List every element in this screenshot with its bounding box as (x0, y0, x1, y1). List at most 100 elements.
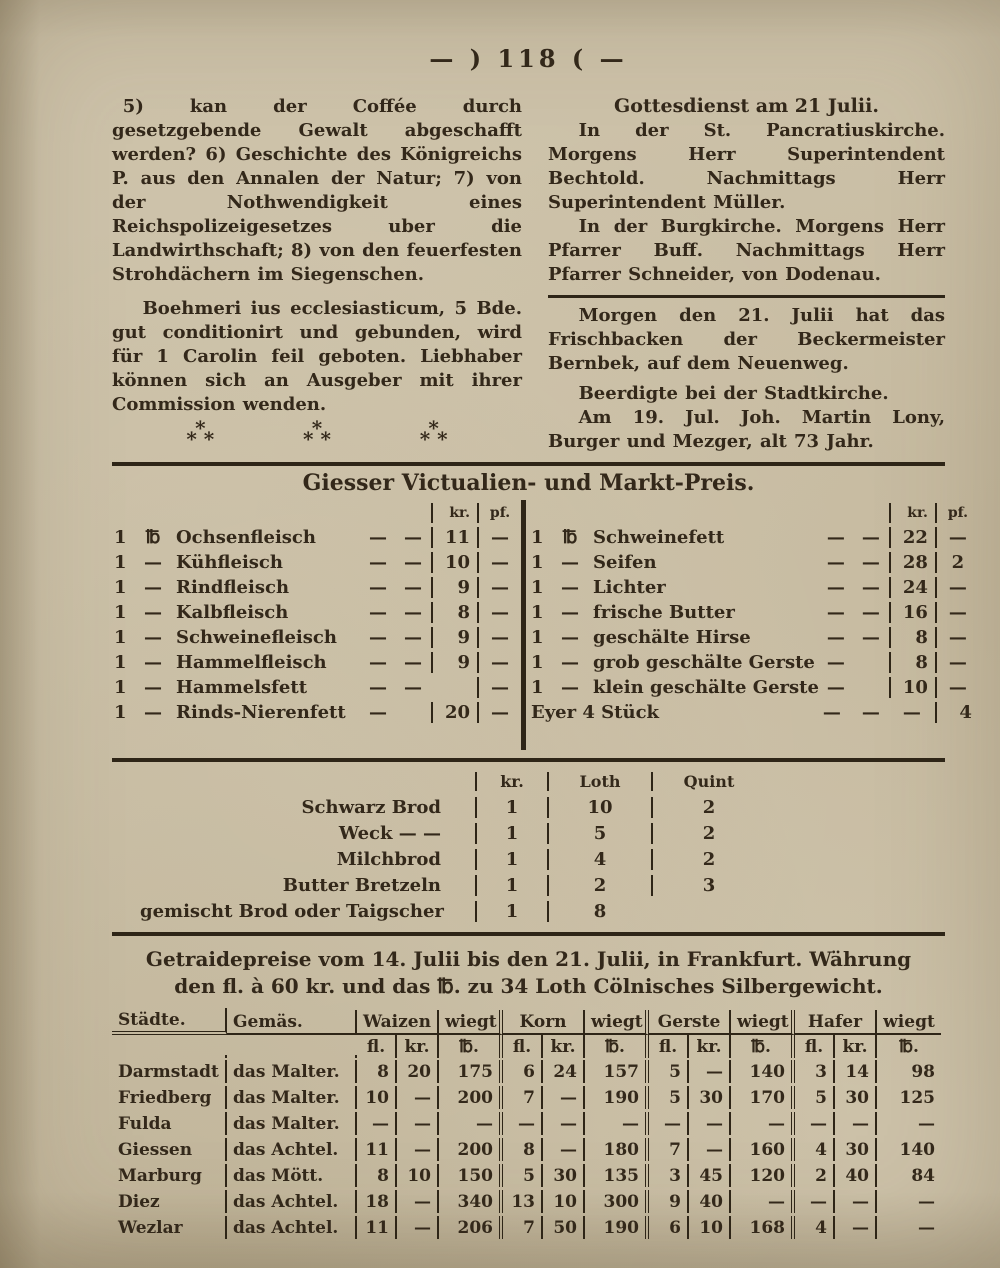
grain-value-cell: 98 (911, 1061, 935, 1082)
price-value: 20 (431, 702, 477, 723)
grain-value-cell: — (543, 1137, 585, 1161)
grain-weight-header: wiegt (439, 1010, 503, 1035)
grain-fl-header: fl. (503, 1035, 543, 1058)
price-value: — (477, 627, 521, 648)
grain-fl-header: fl. (357, 1035, 397, 1058)
grain-value-cell: 160 (731, 1137, 795, 1161)
grain-measure-cell: das Malter. (227, 1111, 357, 1135)
grain-kr-header: kr. (689, 1035, 731, 1058)
qty-or-dash: — (369, 627, 387, 648)
qty-or-dash: 1 (114, 527, 127, 548)
grain-value-cell: — (689, 1059, 731, 1083)
price-value: — (477, 577, 521, 598)
grain-value-cell: 8 (357, 1163, 397, 1187)
grain-value-cell: — (731, 1189, 795, 1213)
grain-value-cell: 300 (585, 1189, 649, 1213)
grain-value-cell: — (795, 1111, 835, 1135)
column-divider-rule (548, 295, 945, 298)
grain-value-cell: 14 (835, 1059, 877, 1083)
grain-measure-cell: das Mött. (227, 1163, 357, 1187)
grain-value-cell: 18 (357, 1189, 397, 1213)
qty-or-dash: — (826, 602, 845, 623)
grain-value-cell: 200 (439, 1137, 503, 1161)
grain-value-cell: 13 (503, 1189, 543, 1213)
qty-or-dash: — (861, 602, 880, 623)
qty-or-dash: 1 (531, 677, 544, 698)
price-value: — (934, 577, 979, 598)
qty-or-dash: 1 (114, 552, 127, 573)
price-col-header (361, 503, 395, 523)
grain-value-cell: — (795, 1189, 835, 1213)
grain-heading-line2: den fl. à 60 kr. und das ℔. zu 34 Loth C… (174, 974, 883, 998)
grain-value-cell: — (835, 1111, 877, 1135)
grain-value-cell: 7 (503, 1215, 543, 1239)
qty-or-dash: — (144, 577, 162, 598)
asterism-bottom: * * (303, 427, 331, 451)
grain-value-cell: — (439, 1111, 503, 1135)
grain-value-cell: 10 (357, 1085, 397, 1109)
grain-city-header: Städte. (112, 1008, 227, 1035)
grain-measure-cell: das Malter. (227, 1085, 357, 1109)
qty-or-dash: 1 (114, 627, 127, 648)
grain-city-cell: Friedberg (112, 1085, 227, 1109)
grain-value-cell: — (689, 1137, 731, 1161)
grain-value-cell: 175 (439, 1059, 503, 1083)
qty-or-dash: — (369, 652, 387, 673)
grain-value-cell: 45 (689, 1163, 731, 1187)
qty-or-dash: — (826, 652, 845, 673)
qty-or-dash: 1 (114, 652, 127, 673)
qty-or-dash: — (144, 702, 162, 723)
price-col-header: kr. (431, 502, 477, 523)
qty-or-dash: — (404, 652, 422, 673)
grain-kr-header: kr. (835, 1035, 877, 1058)
qty-or-dash: — (144, 652, 162, 673)
item-label: Schweinefleisch (176, 627, 337, 648)
grain-value-cell: 30 (835, 1137, 877, 1161)
pancratius-paragraph: In der St. Pancratiuskirche. Morgens Her… (548, 120, 945, 213)
item-label: frische Butter (593, 602, 735, 623)
grain-city-cell: Wezlar (112, 1215, 227, 1239)
price-value: — (934, 627, 979, 648)
section-rule-top (112, 462, 945, 466)
grain-fl-header: fl. (795, 1035, 835, 1058)
asterism-glyph: * * * (186, 418, 214, 449)
grain-table-header-sub: fl. kr. ℔. fl. kr. ℔. fl. kr. ℔. fl. kr. ℔. (112, 1035, 945, 1058)
qty-or-dash: — (369, 677, 387, 698)
grain-value-cell: 135 (585, 1163, 649, 1187)
grain-measure-cell: das Achtel. (227, 1137, 357, 1161)
price-value: 24 (888, 577, 935, 598)
price-value: 28 (888, 552, 935, 573)
asterism-bottom: * * (419, 427, 448, 451)
grain-value-cell: 3 (649, 1163, 689, 1187)
item-label: Schweinefett (593, 527, 725, 548)
grain-value-cell: — (649, 1111, 689, 1135)
qty-or-dash: — (561, 652, 579, 673)
qty-or-dash: — (369, 702, 387, 723)
price-col-header (172, 503, 361, 523)
price-value: 9 (431, 652, 477, 673)
qty-or-dash: — (404, 552, 422, 573)
bread-item-label: Schwarz Brod (301, 796, 441, 818)
grain-value-cell: 5 (649, 1059, 689, 1083)
qty-or-dash: 1 (531, 602, 544, 623)
bread-col-header: Quint (651, 771, 765, 791)
grain-value-cell: 190 (585, 1215, 649, 1239)
grain-lb-header: ℔. (585, 1035, 649, 1058)
price-col-header (395, 503, 431, 523)
item-label: Kühfleisch (176, 552, 283, 573)
grain-value-cell: 168 (731, 1215, 795, 1239)
bread-kr-value: 1 (475, 796, 547, 818)
grain-value-cell: 10 (397, 1163, 439, 1187)
grain-measure-cell: das Achtel. (227, 1215, 357, 1239)
grain-subheader-spacer (112, 1055, 227, 1058)
grain-value-cell: 40 (689, 1189, 731, 1213)
grain-value-cell: 11 (357, 1137, 397, 1161)
burial-entry-paragraph: Am 19. Jul. Joh. Martin Lony, Burger und… (548, 407, 945, 452)
grain-table: Städte. Gemäs. Waizen wiegt Korn wiegt Gerste w… (112, 1008, 945, 1240)
price-value: — (477, 677, 521, 698)
asterism-glyph: * * * (419, 418, 448, 451)
price-value: 9 (431, 627, 477, 648)
item-label: Rinds-Nierenfett (176, 702, 346, 723)
qty-or-dash: ℔ (145, 527, 161, 548)
